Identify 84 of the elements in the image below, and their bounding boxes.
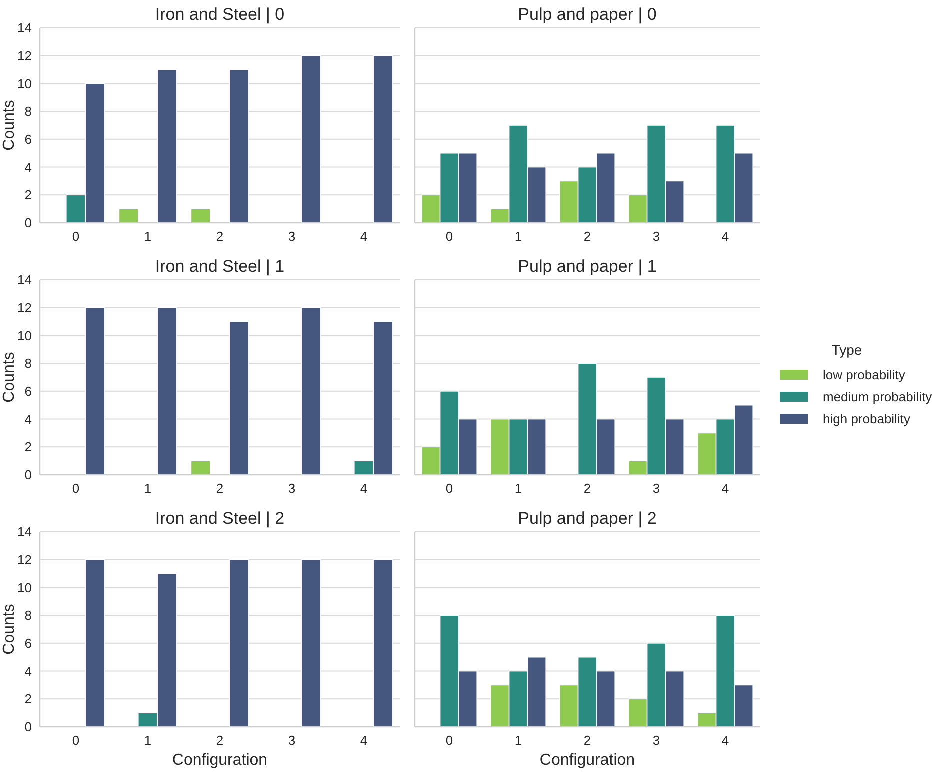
y-tick-label: 6 bbox=[24, 132, 32, 147]
bar bbox=[301, 559, 322, 728]
y-axis-title: Counts bbox=[1, 100, 18, 151]
y-tick-label: 8 bbox=[24, 104, 32, 120]
x-tick-label: 3 bbox=[652, 229, 660, 244]
x-tick-label: 3 bbox=[652, 481, 660, 496]
y-tick-label: 10 bbox=[18, 580, 32, 596]
y-tick-label: 14 bbox=[18, 272, 32, 288]
y-tick-label: 0 bbox=[24, 468, 32, 483]
y-tick-label: 2 bbox=[24, 440, 32, 455]
bar bbox=[373, 559, 394, 728]
bar bbox=[373, 55, 394, 224]
chart-title: Pulp and paper | 0 bbox=[518, 5, 657, 24]
y-tick-label: 14 bbox=[18, 20, 32, 36]
x-tick-label: 1 bbox=[144, 733, 152, 748]
y-tick-label: 0 bbox=[24, 216, 32, 231]
y-tick-label: 12 bbox=[18, 552, 32, 568]
x-tick-label: 0 bbox=[72, 733, 80, 748]
x-tick-label: 2 bbox=[584, 229, 592, 244]
y-tick-label: 4 bbox=[24, 664, 32, 679]
legend-title: Type bbox=[832, 342, 862, 358]
x-tick-label: 2 bbox=[584, 733, 592, 748]
x-tick-label: 1 bbox=[144, 229, 152, 244]
bar bbox=[229, 559, 250, 728]
x-tick-label: 4 bbox=[360, 733, 368, 748]
y-tick-label: 6 bbox=[24, 636, 32, 651]
x-axis-title: Configuration bbox=[540, 752, 636, 769]
x-tick-label: 1 bbox=[144, 481, 152, 496]
x-tick-label: 2 bbox=[216, 481, 224, 496]
x-tick-label: 4 bbox=[722, 733, 730, 748]
bar bbox=[229, 321, 250, 476]
x-tick-label: 0 bbox=[72, 481, 80, 496]
y-tick-label: 10 bbox=[18, 76, 32, 92]
y-tick-label: 12 bbox=[18, 300, 32, 316]
y-tick-label: 4 bbox=[24, 412, 32, 427]
x-tick-label: 2 bbox=[216, 733, 224, 748]
x-tick-label: 1 bbox=[514, 733, 522, 748]
x-tick-label: 3 bbox=[288, 481, 296, 496]
x-tick-label: 0 bbox=[446, 229, 454, 244]
bar bbox=[85, 559, 106, 728]
x-tick-label: 1 bbox=[514, 229, 522, 244]
bar bbox=[157, 307, 178, 476]
x-tick-label: 2 bbox=[216, 229, 224, 244]
x-axis-title: Configuration bbox=[172, 752, 268, 769]
bar bbox=[229, 69, 250, 224]
y-axis-title: Counts bbox=[1, 604, 18, 655]
x-tick-label: 2 bbox=[584, 481, 592, 496]
bar bbox=[157, 69, 178, 224]
legend-label: medium probability bbox=[823, 390, 933, 405]
bar bbox=[118, 208, 139, 224]
bar bbox=[190, 460, 211, 476]
bar bbox=[85, 307, 106, 476]
x-tick-label: 4 bbox=[722, 229, 730, 244]
y-tick-label: 10 bbox=[18, 328, 32, 344]
y-tick-label: 14 bbox=[18, 524, 32, 540]
x-tick-label: 0 bbox=[72, 229, 80, 244]
x-tick-label: 0 bbox=[446, 733, 454, 748]
y-tick-label: 2 bbox=[24, 188, 32, 203]
y-tick-label: 12 bbox=[18, 48, 32, 64]
y-tick-label: 8 bbox=[24, 608, 32, 624]
x-tick-label: 4 bbox=[360, 229, 368, 244]
bar bbox=[301, 307, 322, 476]
x-tick-label: 3 bbox=[288, 229, 296, 244]
x-tick-label: 4 bbox=[722, 481, 730, 496]
x-tick-label: 1 bbox=[514, 481, 522, 496]
chart-title: Pulp and paper | 1 bbox=[518, 257, 657, 276]
x-tick-label: 3 bbox=[652, 733, 660, 748]
legend-label: high probability bbox=[823, 412, 911, 427]
bar bbox=[301, 55, 322, 224]
chart-title: Iron and Steel | 2 bbox=[155, 509, 285, 528]
x-tick-label: 0 bbox=[446, 481, 454, 496]
chart-title: Iron and Steel | 0 bbox=[155, 5, 285, 24]
y-tick-label: 8 bbox=[24, 356, 32, 372]
chart-title: Iron and Steel | 1 bbox=[155, 257, 285, 276]
x-tick-label: 4 bbox=[360, 481, 368, 496]
y-axis-title: Counts bbox=[1, 352, 18, 403]
y-tick-label: 2 bbox=[24, 692, 32, 707]
x-tick-label: 3 bbox=[288, 733, 296, 748]
y-tick-label: 6 bbox=[24, 384, 32, 399]
y-tick-label: 4 bbox=[24, 160, 32, 175]
bar bbox=[190, 208, 211, 224]
chart-title: Pulp and paper | 2 bbox=[518, 509, 657, 528]
legend-label: low probability bbox=[823, 368, 906, 383]
y-tick-label: 0 bbox=[24, 720, 32, 735]
